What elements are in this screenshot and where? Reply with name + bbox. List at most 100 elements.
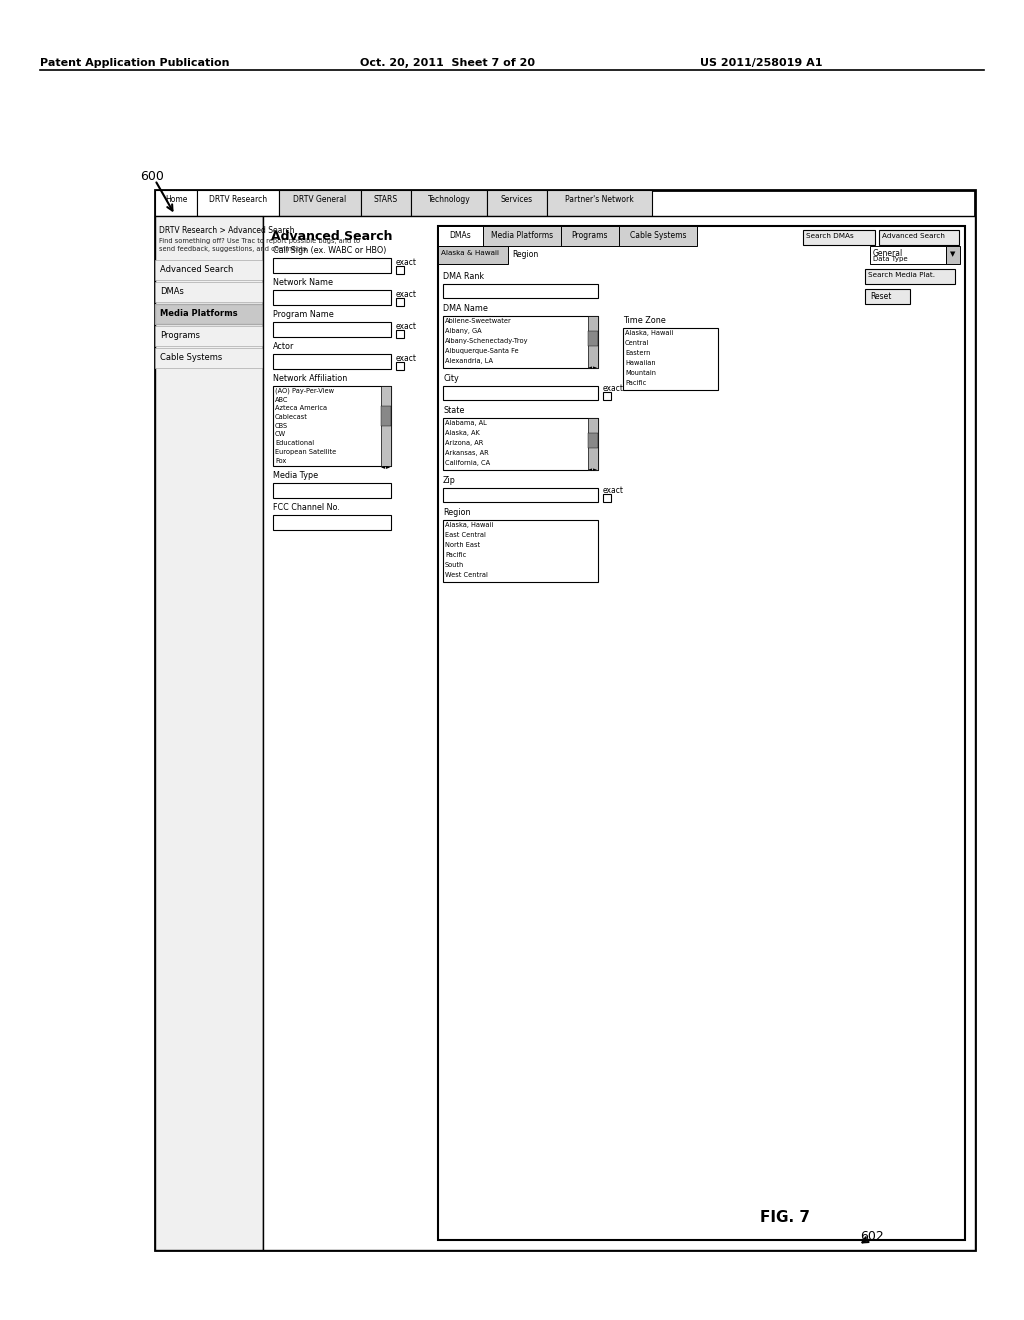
Text: European Satellite: European Satellite xyxy=(275,449,336,455)
Text: Zip: Zip xyxy=(443,477,456,484)
Text: Eastern: Eastern xyxy=(625,350,650,356)
Bar xyxy=(396,267,404,275)
Text: FCC Channel No.: FCC Channel No. xyxy=(273,503,340,512)
Bar xyxy=(273,322,391,337)
Text: Alaska & Hawaii: Alaska & Hawaii xyxy=(441,249,499,256)
Bar xyxy=(879,230,959,246)
Bar xyxy=(411,190,487,216)
Bar xyxy=(273,290,391,305)
Text: DMAs: DMAs xyxy=(450,231,471,240)
Bar xyxy=(381,385,391,466)
Text: Call Sign (ex. WABC or HBO): Call Sign (ex. WABC or HBO) xyxy=(273,246,386,255)
Text: Arkansas, AR: Arkansas, AR xyxy=(445,450,488,455)
Bar xyxy=(155,304,263,323)
Bar xyxy=(946,246,961,264)
Text: Mountain: Mountain xyxy=(625,370,656,376)
Text: North East: North East xyxy=(445,543,480,548)
Text: Time Zone: Time Zone xyxy=(623,315,666,325)
Text: ◄: ◄ xyxy=(588,366,592,370)
Bar xyxy=(443,315,598,368)
Text: CW: CW xyxy=(275,432,286,437)
Bar xyxy=(588,331,598,346)
Text: Alaska, Hawaii: Alaska, Hawaii xyxy=(445,521,494,528)
Text: Programs: Programs xyxy=(160,331,200,341)
Bar xyxy=(547,190,652,216)
Text: Media Platforms: Media Platforms xyxy=(160,309,238,318)
Bar xyxy=(865,269,955,284)
Text: Reset: Reset xyxy=(870,292,891,301)
Text: Find something off? Use Trac to report possible bugs, and to: Find something off? Use Trac to report p… xyxy=(159,238,360,244)
Text: Albany-Schenectady-Troy: Albany-Schenectady-Troy xyxy=(445,338,528,345)
Bar xyxy=(155,282,263,302)
Text: ▼: ▼ xyxy=(950,251,955,257)
Text: ◄: ◄ xyxy=(381,465,385,469)
Bar xyxy=(443,520,598,582)
Text: Programs: Programs xyxy=(571,231,608,240)
Text: Pacific: Pacific xyxy=(445,552,466,558)
Bar xyxy=(623,327,718,389)
Text: send feedback, suggestions, and comments.: send feedback, suggestions, and comments… xyxy=(159,246,308,252)
Bar xyxy=(588,433,598,447)
Text: Arizona, AR: Arizona, AR xyxy=(445,440,483,446)
Bar xyxy=(438,246,508,264)
Text: Abilene-Sweetwater: Abilene-Sweetwater xyxy=(445,318,512,323)
Text: Fox: Fox xyxy=(275,458,287,463)
Bar xyxy=(438,226,483,246)
Text: ABC: ABC xyxy=(275,397,289,403)
Text: Region: Region xyxy=(443,508,470,517)
Text: Alaska, AK: Alaska, AK xyxy=(445,430,480,436)
Text: Alaska, Hawaii: Alaska, Hawaii xyxy=(625,330,673,337)
Bar xyxy=(273,354,391,370)
Text: Advanced Search: Advanced Search xyxy=(160,265,233,275)
Text: Pacific: Pacific xyxy=(625,380,646,385)
Bar xyxy=(361,190,411,216)
Text: Cable Systems: Cable Systems xyxy=(160,352,222,362)
Bar xyxy=(396,362,404,370)
Text: Program Name: Program Name xyxy=(273,310,334,319)
Bar xyxy=(155,190,975,1250)
Text: exact: exact xyxy=(396,290,417,300)
Text: DMA Name: DMA Name xyxy=(443,304,487,313)
Text: STARS: STARS xyxy=(374,195,398,205)
Bar xyxy=(155,348,263,368)
Text: Albany, GA: Albany, GA xyxy=(445,327,481,334)
Text: Search DMAs: Search DMAs xyxy=(806,234,854,239)
Text: Hawaiian: Hawaiian xyxy=(625,360,655,366)
Bar xyxy=(443,418,598,470)
Bar xyxy=(273,385,391,466)
Bar xyxy=(155,260,263,280)
Text: DRTV Research: DRTV Research xyxy=(209,195,267,205)
Text: exact: exact xyxy=(603,486,624,495)
Text: exact: exact xyxy=(396,322,417,331)
Bar xyxy=(263,216,975,1250)
Text: ►: ► xyxy=(593,467,597,473)
Text: Alexandria, LA: Alexandria, LA xyxy=(445,358,493,364)
Bar xyxy=(588,315,598,368)
Text: Educational: Educational xyxy=(275,440,314,446)
Text: Search Media Plat.: Search Media Plat. xyxy=(868,272,935,279)
Text: Region: Region xyxy=(512,249,539,259)
Bar xyxy=(865,289,910,304)
Bar xyxy=(396,330,404,338)
Text: Patent Application Publication: Patent Application Publication xyxy=(40,58,229,69)
Text: Home: Home xyxy=(165,195,187,205)
Text: FIG. 7: FIG. 7 xyxy=(760,1210,810,1225)
Text: Oct. 20, 2011  Sheet 7 of 20: Oct. 20, 2011 Sheet 7 of 20 xyxy=(360,58,535,69)
Text: 600: 600 xyxy=(140,170,164,183)
Text: California, CA: California, CA xyxy=(445,459,490,466)
Bar xyxy=(618,226,697,246)
Bar xyxy=(273,483,391,498)
Text: Advanced Search: Advanced Search xyxy=(271,230,392,243)
Text: South: South xyxy=(445,562,464,568)
Bar xyxy=(483,226,561,246)
Text: Partner's Network: Partner's Network xyxy=(565,195,634,205)
Bar xyxy=(443,284,598,298)
Text: East Central: East Central xyxy=(445,532,485,539)
Text: Network Name: Network Name xyxy=(273,279,333,286)
Bar xyxy=(155,190,197,216)
Bar xyxy=(155,216,263,1250)
Bar xyxy=(279,190,361,216)
Text: DRTV General: DRTV General xyxy=(293,195,347,205)
Text: DMAs: DMAs xyxy=(160,286,184,296)
Text: Central: Central xyxy=(625,341,649,346)
